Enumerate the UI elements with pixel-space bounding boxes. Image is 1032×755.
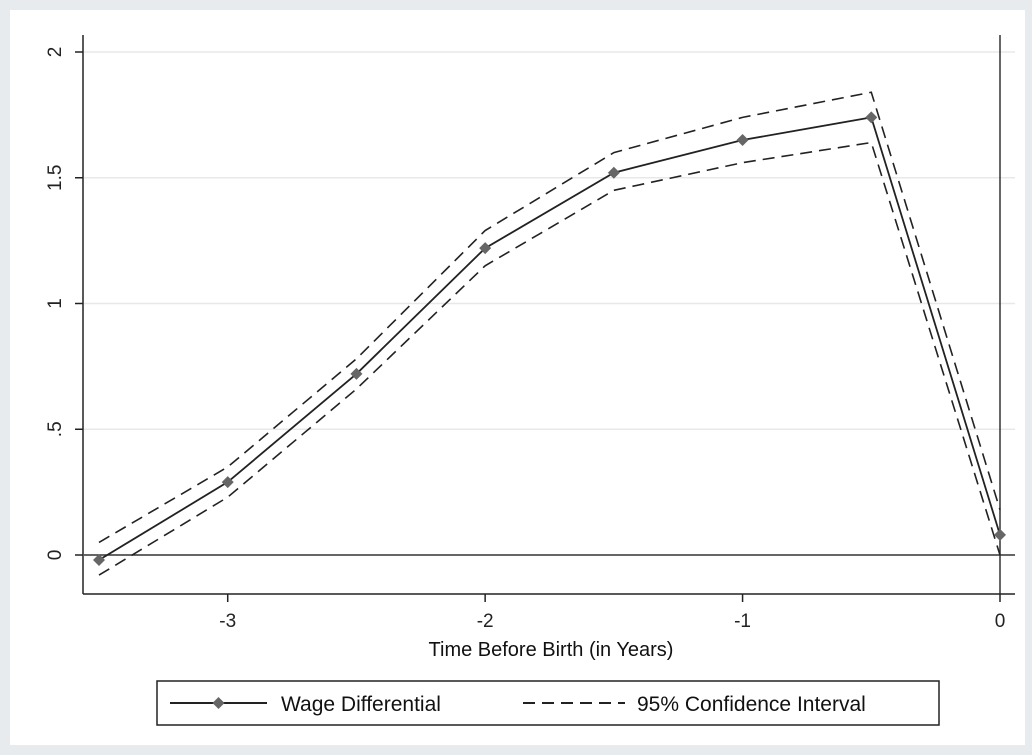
wage-differential-line [98, 116, 1001, 561]
legend-label-wage-differential: Wage Differential [281, 693, 441, 716]
legend: Wage Differential 95% Confidence Interva… [156, 680, 940, 726]
wage-differential-point-0 [93, 554, 105, 567]
wage-differential-point-6 [865, 111, 878, 124]
wage-differential-point-1 [221, 476, 234, 489]
gridlines [84, 51, 1015, 430]
y-tick-label-3: 1.5 [45, 165, 66, 191]
x-tick-label-3: 0 [995, 611, 1006, 632]
x-axis-ticks: -3 -2 -1 0 [219, 594, 1005, 632]
legend-marker-wage-differential [212, 697, 225, 709]
y-axis-ticks: 0 .5 1 1.5 2 [45, 47, 83, 561]
x-tick-label-2: -1 [734, 611, 751, 632]
y-tick-label-0: 0 [45, 550, 66, 561]
series-markers [93, 111, 1006, 567]
plot-panel [10, 10, 1025, 745]
legend-label-confidence-interval: 95% Confidence Interval [637, 693, 866, 716]
y-tick-label-2: 1 [45, 298, 66, 309]
x-tick-label-1: -2 [477, 611, 494, 632]
x-axis-title: Time Before Birth (in Years) [429, 639, 674, 661]
reference-lines [84, 35, 1015, 594]
wage-differential-point-2 [350, 367, 363, 380]
ci-upper-line [98, 91, 1001, 544]
ci-lower-line [98, 141, 1001, 576]
wage-differential-point-7 [994, 528, 1006, 541]
wage-differential-point-4 [607, 166, 620, 179]
x-tick-label-0: -3 [219, 611, 236, 632]
y-tick-label-1: .5 [45, 421, 66, 437]
wage-differential-point-5 [736, 134, 749, 147]
wage-differential-point-3 [479, 242, 492, 255]
y-tick-label-4: 2 [45, 47, 66, 58]
series-lines [98, 91, 1001, 576]
